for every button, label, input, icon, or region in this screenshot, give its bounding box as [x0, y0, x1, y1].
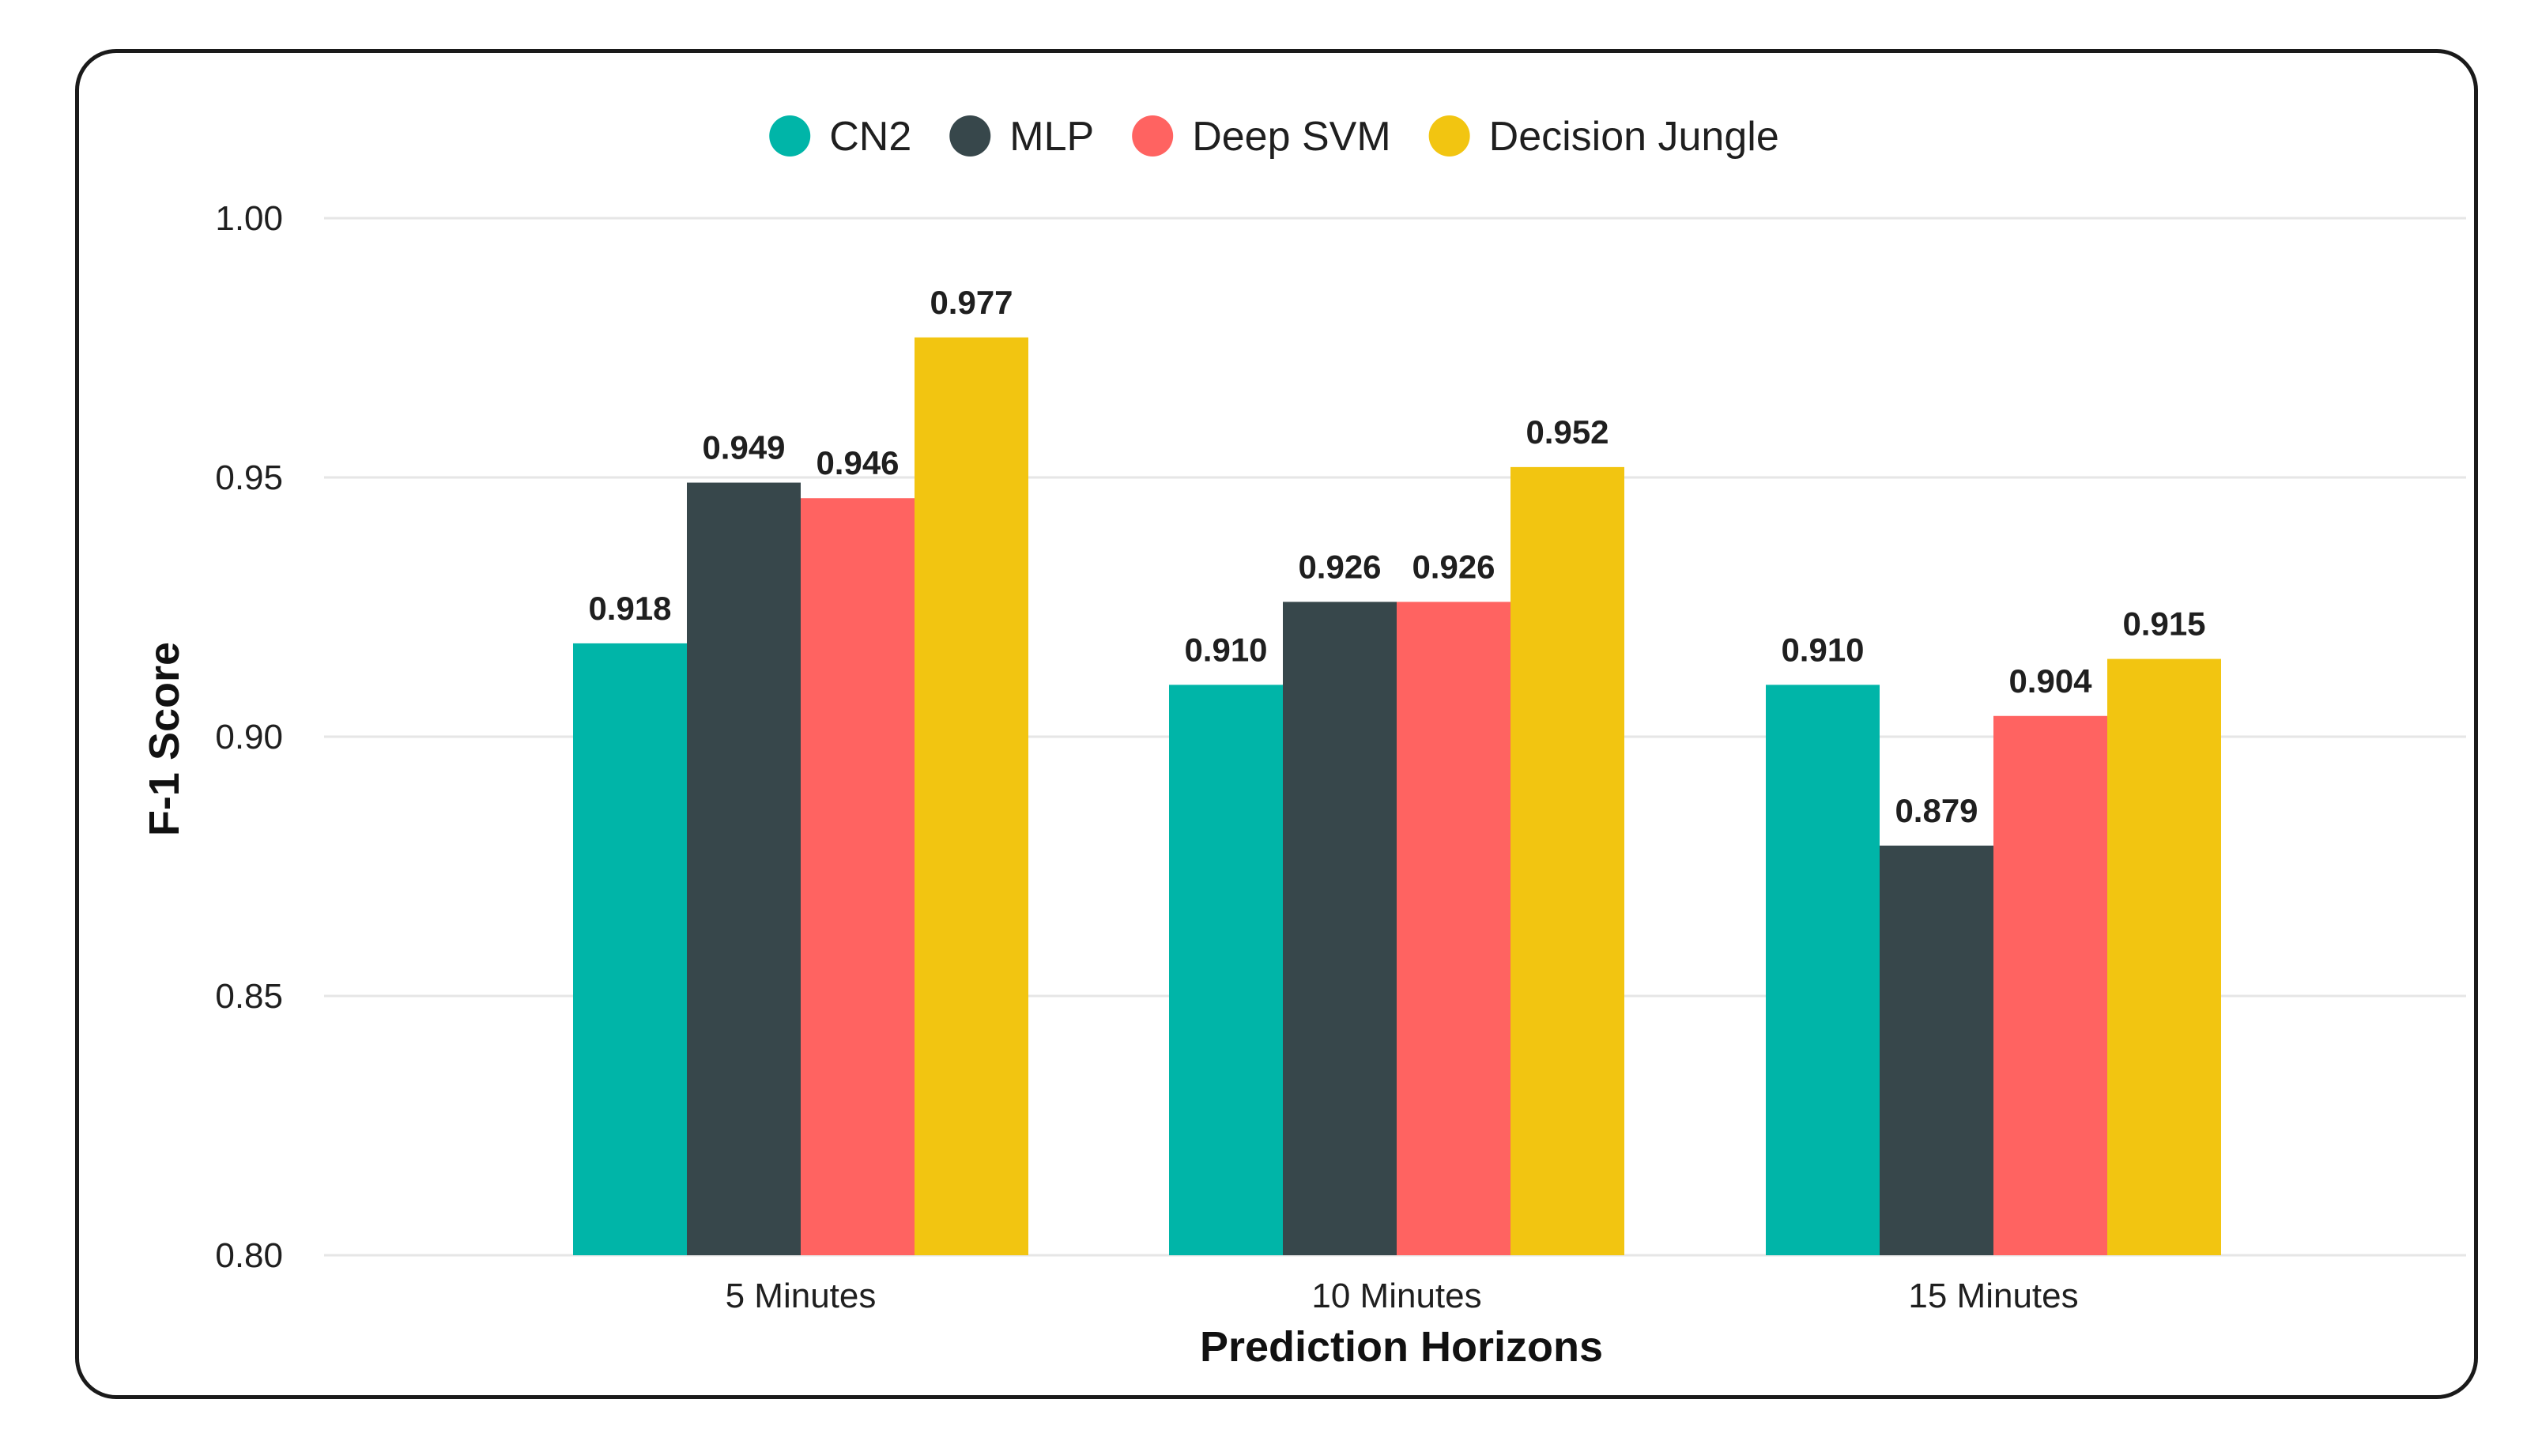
legend-marker-deep-svm: [1132, 115, 1174, 157]
data-label-cn2: 0.918: [588, 590, 671, 627]
data-labels: 0.918 0.949 0.946 0.977 0.910 0.926 0.926 0.952…: [588, 284, 2205, 829]
bar-cn2: [573, 643, 687, 1255]
legend-marker-mlp: [949, 115, 991, 157]
y-tick-label: 0.85: [215, 977, 283, 1016]
data-label-decision-jungle: 0.915: [2122, 605, 2205, 643]
data-label-mlp: 0.926: [1298, 548, 1381, 585]
x-axis-title: Prediction Horizons: [1200, 1323, 1603, 1371]
data-label-decision-jungle: 0.977: [930, 284, 1013, 321]
data-label-cn2: 0.910: [1184, 631, 1267, 668]
data-label-mlp: 0.949: [702, 429, 785, 466]
bar-cn2: [1766, 685, 1880, 1255]
bar-decision-jungle: [915, 337, 1028, 1255]
bar-deep-svm: [1993, 715, 2107, 1255]
bar-decision-jungle: [1510, 466, 1624, 1255]
bar-decision-jungle: [2107, 658, 2221, 1255]
x-tick-label: 10 Minutes: [1311, 1277, 1481, 1315]
data-label-deep-svm: 0.926: [1412, 548, 1495, 585]
y-tick-label: 0.95: [215, 458, 283, 497]
data-label-deep-svm: 0.904: [2008, 662, 2092, 700]
legend-label-cn2: CN2: [829, 114, 911, 160]
bar-deep-svm: [1397, 602, 1510, 1255]
legend-label-mlp: MLP: [1009, 114, 1094, 160]
legend: CN2 MLP Deep SVM Decision Jungle: [769, 114, 1779, 160]
bar-mlp: [1283, 602, 1397, 1255]
data-label-decision-jungle: 0.952: [1526, 413, 1609, 451]
x-axis-ticks: 5 Minutes 10 Minutes 15 Minutes: [726, 1277, 2079, 1315]
y-tick-label: 1.00: [215, 199, 283, 238]
data-label-deep-svm: 0.946: [816, 444, 899, 481]
x-tick-label: 5 Minutes: [726, 1277, 877, 1315]
y-axis-title: F-1 Score: [141, 642, 188, 836]
y-axis-ticks: 0.80 0.85 0.90 0.95 1.00: [215, 199, 283, 1275]
bars: [573, 337, 2221, 1255]
bar-mlp: [1880, 845, 1993, 1255]
bar-cn2: [1169, 685, 1283, 1255]
data-label-cn2: 0.910: [1781, 631, 1864, 668]
legend-marker-cn2: [769, 115, 811, 157]
legend-marker-decision-jungle: [1428, 115, 1470, 157]
data-label-mlp: 0.879: [1895, 792, 1978, 829]
bar-mlp: [687, 482, 801, 1255]
bar-deep-svm: [801, 498, 915, 1255]
legend-label-decision-jungle: Decision Jungle: [1489, 114, 1779, 160]
x-tick-label: 15 Minutes: [1908, 1277, 2078, 1315]
y-tick-label: 0.80: [215, 1236, 283, 1275]
legend-label-deep-svm: Deep SVM: [1192, 114, 1390, 160]
y-tick-label: 0.90: [215, 718, 283, 756]
